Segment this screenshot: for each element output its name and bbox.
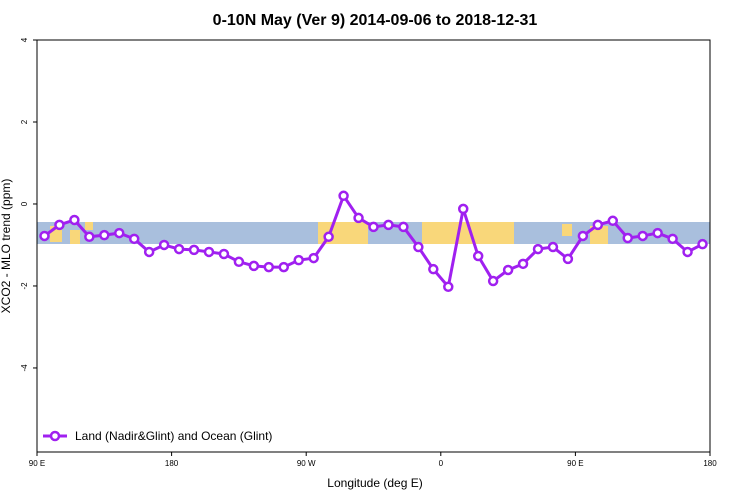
- data-point: [592, 219, 604, 231]
- data-point: [203, 246, 215, 258]
- data-point: [368, 221, 379, 233]
- data-point: [323, 231, 334, 243]
- data-point: [547, 241, 559, 253]
- x-tick-label: 0: [439, 459, 444, 468]
- data-point: [188, 244, 200, 256]
- data-point: [682, 246, 693, 258]
- legend-label: Land (Nadir&Glint) and Ocean (Glint): [75, 429, 272, 443]
- legend-marker: [49, 430, 61, 442]
- x-tick-label: 180: [703, 459, 717, 468]
- data-point: [532, 243, 544, 255]
- data-point: [338, 190, 349, 202]
- data-point: [667, 233, 678, 245]
- plot-frame: [36, 39, 711, 453]
- data-point: [428, 263, 439, 275]
- data-point: [562, 253, 574, 265]
- y-axis-label: XCO2 - MLO trend (ppm): [0, 179, 13, 314]
- data-point: [607, 215, 619, 227]
- data-point: [218, 248, 230, 260]
- data-point: [99, 229, 110, 241]
- data-point: [517, 258, 529, 270]
- data-point: [308, 252, 319, 264]
- chart-title: 0-10N May (Ver 9) 2014-09-06 to 2018-12-…: [213, 12, 538, 29]
- data-point: [278, 261, 290, 273]
- data-point: [293, 254, 304, 266]
- data-point: [158, 239, 170, 251]
- data-point: [233, 256, 245, 268]
- data-point: [637, 230, 648, 242]
- data-point: [487, 275, 499, 287]
- y-tick-label: -2: [20, 282, 29, 290]
- data-point: [577, 230, 589, 242]
- y-tick-label: 2: [20, 119, 29, 124]
- x-tick-label: 180: [165, 459, 179, 468]
- land-patch: [85, 222, 93, 230]
- data-point: [457, 203, 469, 215]
- y-tick-label: 0: [20, 201, 29, 206]
- data-point: [128, 233, 140, 245]
- land-patch: [590, 226, 608, 244]
- data-point: [143, 246, 155, 258]
- data-point: [622, 232, 633, 244]
- data-point: [54, 219, 65, 231]
- x-tick-label: 90 E: [29, 459, 45, 468]
- data-point: [472, 250, 484, 262]
- data-point: [69, 214, 80, 226]
- data-point: [398, 221, 409, 233]
- data-point: [84, 231, 95, 243]
- data-point: [443, 281, 454, 293]
- data-point: [652, 227, 663, 239]
- y-tick-label: -4: [20, 364, 29, 372]
- data-point: [413, 241, 424, 253]
- ocean-strip: [37, 222, 710, 244]
- data-point: [39, 230, 50, 242]
- y-tick-label: 4: [20, 37, 29, 42]
- x-tick-label: 90 E: [567, 459, 583, 468]
- data-point: [697, 238, 708, 250]
- land-patch: [422, 222, 514, 244]
- x-tick-label: 90 W: [297, 459, 316, 468]
- land-patch: [70, 230, 80, 244]
- data-point: [248, 260, 260, 272]
- data-point: [383, 219, 394, 231]
- land-patch: [562, 224, 572, 236]
- data-point: [173, 243, 185, 255]
- data-point: [263, 261, 275, 273]
- data-point: [502, 264, 514, 276]
- x-axis-label: Longitude (deg E): [327, 476, 422, 490]
- data-point: [353, 212, 364, 224]
- data-point: [114, 227, 125, 239]
